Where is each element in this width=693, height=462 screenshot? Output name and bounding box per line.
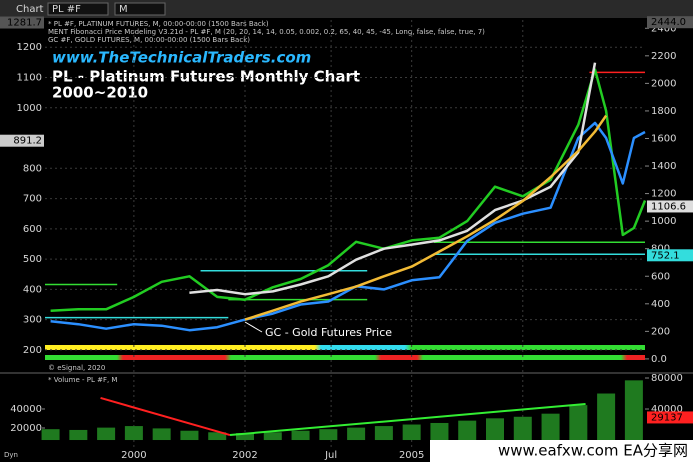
y-tick-label: 20000	[10, 423, 42, 434]
volume-bar	[152, 428, 171, 441]
x-tick-label: 2000	[121, 450, 146, 461]
y2-tick-label: 80000	[651, 373, 683, 384]
price-box	[647, 411, 693, 424]
series-line	[50, 68, 647, 312]
price-box	[647, 16, 693, 29]
series-line	[50, 121, 646, 332]
toolbar-label: Chart	[16, 4, 44, 15]
volume-bar	[597, 393, 616, 441]
volume-title: * Volume - PL #F, M	[48, 376, 117, 384]
annotation: GC - Gold Futures Price	[265, 326, 392, 339]
volume-bar	[458, 420, 477, 441]
y-tick-label: 1000	[17, 103, 42, 114]
volume-bar	[124, 426, 143, 441]
y2-tick-label: 2200	[651, 51, 676, 62]
y2-tick-label: 1800	[651, 106, 676, 117]
y-tick-label: 1200	[17, 42, 42, 53]
trendline	[229, 402, 586, 437]
indicator-label: MENT Fibonacci Price Modeling V3.21d - P…	[48, 28, 485, 36]
y-tick-label: 1100	[17, 73, 42, 84]
y2-tick-label: 2400	[651, 23, 676, 34]
chart-subtitle: 2000~2010	[52, 84, 148, 102]
volume-bar	[513, 416, 532, 441]
y2-tick-label: 40000	[651, 404, 683, 415]
y-tick-label: 800	[23, 163, 42, 174]
y-tick-label: 700	[23, 194, 42, 205]
legend-entry: * PL #F, PLATINUM FUTURES, M, 00:00-00:0…	[48, 20, 269, 28]
chart-title: PL - Platinum Futures Monthly Chart	[52, 68, 360, 86]
y2-tick-label: 1000	[651, 216, 676, 227]
price-box	[0, 134, 44, 147]
volume-bar	[541, 413, 560, 441]
volume-bar	[69, 429, 88, 441]
volume-bar	[624, 380, 643, 441]
volume-bar	[486, 418, 504, 441]
y2-tick-label: 200	[651, 326, 670, 337]
volume-bar	[236, 433, 254, 441]
bottom-label: Dyn	[4, 451, 18, 459]
volume-bar	[319, 429, 338, 441]
series-line	[189, 62, 597, 296]
interval[interactable]: M	[119, 4, 128, 15]
price-box	[647, 200, 693, 213]
volume-bar	[41, 429, 60, 441]
price-box-label: 752.1	[651, 250, 680, 261]
price-box	[0, 16, 44, 29]
watermark-box	[430, 440, 693, 462]
y2-tick-label: 1200	[651, 189, 676, 200]
y2-tick-label: 2000	[651, 78, 676, 89]
price-box-label: 29137	[651, 412, 683, 423]
volume-bar	[430, 422, 449, 441]
volume-bar	[347, 427, 366, 441]
annotation-pointer	[244, 321, 263, 333]
series-line	[244, 114, 608, 321]
volume-bar	[374, 426, 393, 441]
signal-row	[45, 345, 645, 350]
volume-bar	[291, 430, 310, 441]
y2-tick-label: 1600	[651, 133, 676, 144]
signal-row	[45, 355, 645, 360]
volume-bar	[263, 432, 282, 441]
price-box-label: 1106.6	[651, 201, 686, 212]
y2-tick-label: 400	[651, 299, 670, 310]
y2-tick-label: 800	[651, 244, 670, 255]
price-box-label: 2444.0	[651, 17, 686, 28]
y-tick-label: 40000	[10, 404, 42, 415]
interval-box[interactable]	[114, 2, 166, 16]
x-tick-label: 2002	[232, 450, 257, 461]
volume-bar	[402, 424, 421, 441]
toolbar	[0, 0, 693, 18]
y-tick-label: 200	[23, 345, 42, 356]
y-tick-label: 600	[23, 224, 42, 235]
y-tick-label: 400	[23, 284, 42, 295]
price-box	[647, 249, 693, 262]
volume-bar	[569, 405, 588, 441]
price-box-label: 891.2	[13, 136, 42, 147]
y2-tick-label: 1400	[651, 161, 676, 172]
copyright: © eSignal, 2020	[48, 364, 105, 372]
volume-bar	[180, 430, 199, 441]
legend-entry: GC #F, GOLD FUTURES, M, 00:00-00:00 (150…	[48, 36, 250, 44]
volume-bar	[97, 427, 116, 441]
price-box-label: 1281.7	[7, 18, 42, 29]
trendline	[100, 396, 231, 436]
y-tick-label: 500	[23, 254, 42, 265]
symbol[interactable]: PL #F	[52, 4, 81, 15]
x-tick-label: Jul	[324, 450, 337, 461]
symbol-box[interactable]	[47, 2, 109, 16]
y2-tick-label: 0.0	[651, 354, 667, 365]
x-tick-label: 2005	[399, 450, 424, 461]
y2-tick-label: 600	[651, 271, 670, 282]
volume-bar	[208, 432, 227, 441]
watermark: www.eafxw.com EA分享网	[498, 442, 688, 460]
site: www.TheTechnicalTraders.com	[52, 49, 311, 67]
y-tick-label: 300	[23, 315, 42, 326]
